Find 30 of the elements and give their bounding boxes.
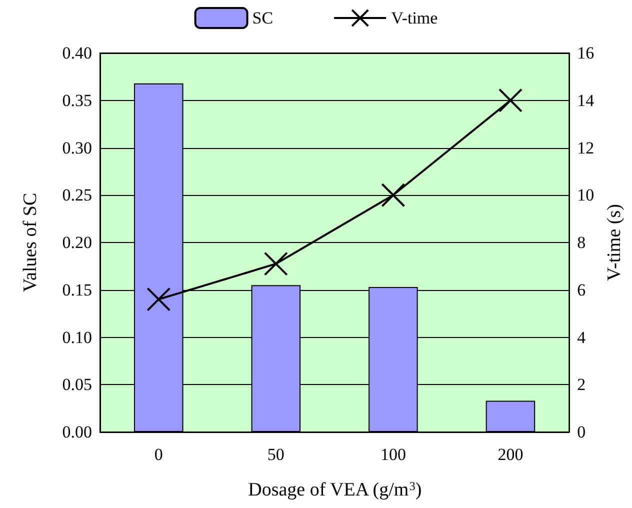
y-tick-label: 0.40 bbox=[62, 44, 92, 62]
x-tick-label: 0 bbox=[154, 445, 163, 464]
y2-tick-label: 14 bbox=[577, 90, 595, 110]
y-tick-label: 0.25 bbox=[62, 186, 92, 205]
legend-label: V-time bbox=[391, 8, 438, 28]
point bbox=[264, 252, 288, 276]
y-tick-label: 0.15 bbox=[62, 280, 92, 300]
y2-axis-title: V-time (s) bbox=[604, 204, 625, 281]
point bbox=[498, 88, 522, 112]
x-tick-label: 200 bbox=[498, 445, 524, 464]
y2-tick-label: 4 bbox=[577, 328, 586, 347]
y2-tick-label: 6 bbox=[577, 280, 586, 300]
y-tick-label: 0.35 bbox=[62, 90, 92, 110]
y2-tick-label: 16 bbox=[577, 44, 594, 62]
y-tick-label: 0.10 bbox=[62, 328, 92, 347]
x-tick-label: 100 bbox=[380, 445, 406, 464]
y-tick-label: 0.05 bbox=[62, 375, 92, 394]
x-tick-label: 50 bbox=[267, 445, 284, 464]
y2-tick-label: 12 bbox=[577, 138, 594, 158]
y-tick-label: 0.30 bbox=[62, 138, 92, 158]
y-tick-label: 0.20 bbox=[62, 233, 92, 252]
legend-label: SC bbox=[252, 8, 274, 28]
y2-tick-label: 10 bbox=[577, 186, 594, 205]
y-axis-title: Values of SC bbox=[20, 192, 41, 292]
point bbox=[381, 183, 406, 208]
y2-tick-label: 0 bbox=[577, 422, 586, 442]
point bbox=[146, 287, 171, 312]
y2-tick-label: 8 bbox=[577, 233, 586, 252]
y-tick-label: 0.00 bbox=[62, 422, 92, 442]
y2-tick-label: 2 bbox=[577, 375, 586, 394]
